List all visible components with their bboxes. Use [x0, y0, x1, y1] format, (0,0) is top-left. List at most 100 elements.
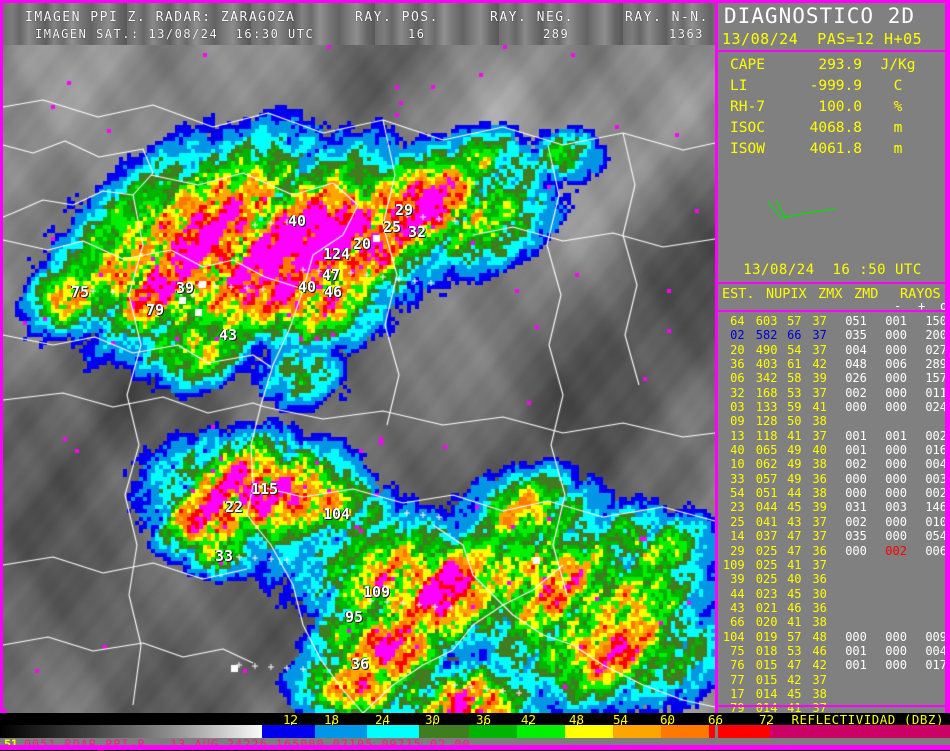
ray-neg-label: RAY. NEG.: [490, 10, 574, 25]
cell-rayos-neg: [827, 558, 867, 572]
cell-rayos-neg: 051: [845, 314, 867, 328]
cell-rayos-pos: 000: [885, 486, 907, 501]
cell-rayos-cg: 011: [925, 385, 948, 400]
table-row[interactable]: 44 023 45 30: [718, 587, 947, 601]
diagnostic-param-row: ISOW 4061.8 m: [730, 139, 945, 160]
cell-rayos-neg: [827, 572, 867, 586]
cell-rayos-pos: 000: [885, 371, 907, 386]
cell-zmx: 57: [787, 314, 802, 328]
table-row[interactable]: 54 051 44 38 000 000 002: [718, 486, 947, 500]
cell-nupix: 065: [755, 443, 778, 458]
scale-segment: [419, 725, 469, 738]
cell-zmd: 41: [812, 400, 827, 415]
cell-rayos-cg: 289: [925, 357, 948, 372]
cell-rayos-neg: 001: [845, 428, 867, 443]
table-row[interactable]: 43 021 46 36: [718, 601, 947, 615]
cell-zmd: 42: [812, 658, 827, 673]
table-row[interactable]: 64 603 57 37 051 001 150: [718, 314, 947, 328]
cell-rayos-cg: 010: [925, 514, 948, 529]
scale-tick-label: 60: [660, 712, 676, 727]
diagnostic-param-row: RH-7 100.0%: [730, 97, 945, 118]
table-row[interactable]: 13 118 41 37 001 001 002: [718, 429, 947, 443]
cell-rayos-cg: 157: [925, 371, 948, 386]
cell-nupix: 168: [755, 385, 778, 400]
table-row[interactable]: 29 025 47 36 000 002 006: [718, 544, 947, 558]
cell-zmd: 39: [812, 500, 827, 515]
cell-zmx: 47: [787, 529, 802, 544]
cell-rayos-pos: [867, 687, 907, 701]
cell-zmd: 36: [812, 600, 827, 615]
cell-zmd: 38: [812, 486, 827, 501]
cell-nupix: 044: [755, 500, 778, 515]
cell-rayos-neg: [827, 587, 867, 601]
table-timestamp: 13/08/24 16 :50 UTC: [743, 262, 922, 278]
table-row[interactable]: 09 128 50 38: [718, 414, 947, 428]
cell-est: 13: [730, 428, 745, 443]
table-row[interactable]: 06 342 58 39 026 000 157: [718, 371, 947, 385]
scale-color-bar: [0, 725, 950, 738]
scale-tick-label: 42: [521, 712, 537, 727]
table-row[interactable]: 76 015 47 42 001 000 017: [718, 658, 947, 672]
table-row[interactable]: 02 582 66 37 035 000 200: [718, 328, 947, 342]
param-unit: J/Kg: [880, 57, 916, 73]
cell-zmd: 37: [812, 514, 827, 529]
table-row[interactable]: 104 019 57 48 000 000 009: [718, 630, 947, 644]
table-row[interactable]: 39 025 40 36: [718, 572, 947, 586]
scale-segment: [469, 725, 517, 738]
cell-est: 109: [722, 557, 745, 572]
table-row[interactable]: 79 014 41 37: [718, 701, 947, 715]
scale-tick-mark: [484, 722, 485, 725]
table-row[interactable]: 36 403 61 42 048 006 289: [718, 357, 947, 371]
table-row[interactable]: 03 133 59 41 000 000 024: [718, 400, 947, 414]
table-row[interactable]: 77 015 42 37: [718, 673, 947, 687]
scale-tick-mark: [529, 722, 530, 725]
cell-nupix: 025: [755, 572, 778, 587]
cell-nupix: 015: [755, 658, 778, 673]
cell-est: 32: [730, 385, 745, 400]
table-row[interactable]: 109 025 41 37: [718, 558, 947, 572]
cell-est: 25: [730, 514, 745, 529]
scale-segment: [367, 725, 419, 738]
cell-zmx: 47: [787, 658, 802, 673]
table-row[interactable]: 10 062 49 38 002 000 004: [718, 457, 947, 471]
station-data-table[interactable]: 64 603 57 37 051 001 150 02 582 66 37 035 000 200 20 49…: [718, 314, 947, 730]
cell-zmd: 37: [812, 328, 827, 343]
table-row[interactable]: 66 020 41 38: [718, 615, 947, 629]
diagnostic-param-row: ISOC 4068.8 m: [730, 118, 945, 139]
radar-map-canvas[interactable]: 75 39 79 43 40 29 25 32 124 20 47 46 40 115 22 104 33 109…: [3, 45, 715, 713]
scale-segment: [770, 725, 950, 738]
table-row[interactable]: 32 168 53 37 002 000 011: [718, 386, 947, 400]
table-row[interactable]: 33 057 49 36 000 000 003: [718, 472, 947, 486]
radar-reflectivity-layer[interactable]: [3, 45, 715, 713]
cell-est: 40: [730, 443, 745, 458]
table-row[interactable]: 40 065 49 40 001 000 016: [718, 443, 947, 457]
cell-zmd: 38: [812, 457, 827, 472]
cell-zmd: 36: [812, 572, 827, 587]
diag-title-underline: [718, 50, 947, 52]
cell-est: 75: [730, 643, 745, 658]
table-row[interactable]: 23 044 45 39 031 003 146: [718, 500, 947, 514]
cell-rayos-neg: 002: [845, 385, 867, 400]
cell-rayos-cg: 004: [925, 643, 948, 658]
cell-est: 06: [730, 371, 745, 386]
cell-zmd: 37: [812, 342, 827, 357]
scale-title: REFLECTIVIDAD (DBZ): [791, 712, 944, 727]
table-row[interactable]: 25 041 43 37 002 000 010: [718, 515, 947, 529]
cell-rayos-neg: 002: [845, 457, 867, 472]
table-row[interactable]: 20 490 54 37 004 000 027: [718, 343, 947, 357]
table-row[interactable]: 75 018 53 46 001 000 004: [718, 644, 947, 658]
cell-rayos-cg: [907, 587, 947, 601]
cell-rayos-pos: [867, 615, 907, 629]
cell-rayos-neg: [827, 687, 867, 701]
table-row[interactable]: 14 037 47 37 035 000 054: [718, 529, 947, 543]
scale-tick-label: 18: [324, 712, 340, 727]
cell-est: 77: [730, 672, 745, 687]
cell-zmd: 37: [812, 314, 827, 328]
param-value: 293.9: [818, 57, 862, 73]
param-unit: m: [893, 120, 903, 136]
cell-zmd: 38: [812, 414, 827, 429]
table-row[interactable]: 17 014 45 38: [718, 687, 947, 701]
cell-rayos-cg: [907, 673, 947, 687]
scale-segment: [718, 725, 770, 738]
